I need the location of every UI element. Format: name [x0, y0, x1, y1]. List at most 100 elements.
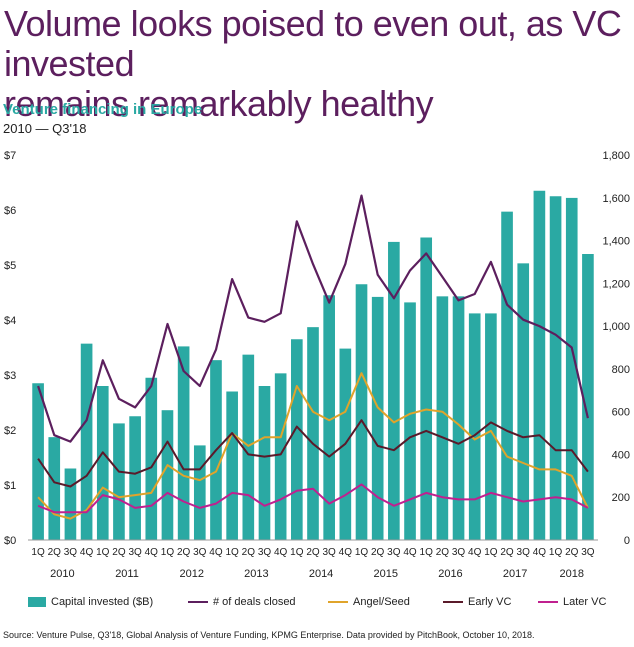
capital-bar	[436, 296, 449, 540]
legend-item-later: Later VC	[538, 596, 606, 608]
quarter-tick-label: 4Q	[533, 547, 547, 558]
capital-bar	[161, 410, 174, 540]
legend-swatch-angel	[328, 601, 348, 603]
quarter-tick-label: 3Q	[322, 547, 336, 558]
quarter-tick-label: 3Q	[258, 547, 272, 558]
quarter-tick-label: 4Q	[80, 547, 94, 558]
quarter-tick-label: 1Q	[420, 547, 434, 558]
legend-swatch-capital	[28, 597, 46, 607]
year-tick-label: 2017	[503, 568, 527, 580]
left-axis-tick-label: $0	[4, 535, 16, 547]
legend: Capital invested ($B) # of deals closed …	[28, 596, 628, 614]
axes-layer: $0 $1 $2 $3 $4 $5 $6 $7 0 200 400 600 800 1,000 1,200 1…	[4, 150, 630, 580]
lines-layer	[37, 194, 589, 520]
right-axis-tick-label: 1,200	[602, 278, 630, 290]
quarter-tick-label: 2Q	[500, 547, 514, 558]
capital-bar	[355, 284, 368, 540]
capital-bar	[533, 190, 546, 540]
legend-item-early: Early VC	[443, 596, 511, 608]
left-axis-tick-label: $6	[4, 205, 16, 217]
legend-label-deals: # of deals closed	[213, 596, 296, 608]
legend-label-later: Later VC	[563, 596, 607, 608]
left-axis-tick-label: $7	[4, 150, 16, 162]
quarter-tick-label: 2Q	[242, 547, 256, 558]
right-axis-tick-label: 1,400	[602, 236, 630, 248]
capital-bar	[549, 196, 562, 540]
year-tick-label: 2013	[244, 568, 268, 580]
bars-layer	[32, 190, 594, 540]
later-vc-line	[37, 483, 589, 514]
left-axis-tick-label: $5	[4, 260, 16, 272]
quarter-tick-label: 1Q	[31, 547, 45, 558]
capital-bar	[307, 327, 319, 540]
quarter-tick-label: 2Q	[436, 547, 450, 558]
capital-bar	[501, 211, 513, 540]
year-tick-label: 2012	[179, 568, 203, 580]
quarter-tick-label: 3Q	[517, 547, 531, 558]
quarter-tick-label: 3Q	[128, 547, 142, 558]
early-vc-line	[37, 419, 589, 488]
legend-label-early: Early VC	[468, 596, 512, 608]
quarter-tick-label: 4Q	[339, 547, 353, 558]
capital-bar	[145, 377, 158, 540]
capital-bar	[64, 468, 77, 540]
quarter-tick-label: 2Q	[112, 547, 126, 558]
capital-bar	[48, 437, 61, 540]
capital-bar	[291, 339, 303, 540]
capital-bar	[565, 197, 578, 540]
year-tick-label: 2018	[560, 568, 584, 580]
right-axis-tick-label: 200	[612, 492, 630, 504]
headline-line-2: remains remarkably healthy	[4, 83, 434, 124]
capital-bar	[113, 423, 125, 540]
quarter-tick-label: 1Q	[161, 547, 175, 558]
quarter-tick-label: 1Q	[96, 547, 110, 558]
headline-line-1: Volume looks poised to even out, as VC i…	[4, 3, 622, 84]
quarter-tick-label: 1Q	[549, 547, 563, 558]
quarter-tick-label: 1Q	[355, 547, 369, 558]
chart-period: 2010 — Q3'18	[3, 121, 87, 136]
capital-bar	[193, 445, 206, 540]
legend-item-angel: Angel/Seed	[328, 596, 410, 608]
capital-bar	[452, 296, 465, 540]
capital-bar	[32, 383, 44, 540]
quarter-tick-label: 4Q	[145, 547, 159, 558]
left-axis-tick-label: $1	[4, 480, 16, 492]
capital-bar	[96, 386, 109, 540]
capital-bar	[242, 354, 255, 540]
legend-swatch-later	[538, 601, 558, 603]
source-note: Source: Venture Pulse, Q3'18, Global Ana…	[3, 630, 535, 640]
legend-item-capital: Capital invested ($B)	[28, 596, 153, 608]
chart-area: $0 $1 $2 $3 $4 $5 $6 $7 0 200 400 600 800 1,000 1,200 1…	[4, 150, 630, 580]
chart-subtitle: Venture financing in Europe	[3, 101, 203, 118]
quarter-tick-label: 3Q	[193, 547, 207, 558]
left-axis-tick-label: $2	[4, 425, 16, 437]
quarter-tick-label: 4Q	[209, 547, 223, 558]
legend-swatch-early	[443, 601, 463, 603]
quarter-tick-label: 3Q	[64, 547, 78, 558]
quarter-tick-label: 2Q	[306, 547, 320, 558]
year-tick-label: 2016	[438, 568, 462, 580]
capital-bar	[468, 313, 481, 540]
year-tick-label: 2014	[309, 568, 333, 580]
legend-swatch-deals	[188, 601, 208, 603]
capital-bar	[582, 254, 594, 540]
quarter-tick-label: 2Q	[565, 547, 579, 558]
capital-bar	[404, 302, 416, 540]
right-axis-tick-label: 1,600	[602, 193, 630, 205]
quarter-tick-label: 1Q	[290, 547, 304, 558]
capital-bar	[258, 386, 271, 540]
left-axis-tick-label: $3	[4, 370, 16, 382]
capital-bar	[274, 373, 287, 540]
quarter-tick-label: 2Q	[177, 547, 191, 558]
quarter-tick-label: 4Q	[274, 547, 288, 558]
legend-item-deals: # of deals closed	[188, 596, 296, 608]
right-axis-tick-label: 1,800	[602, 150, 630, 162]
headline: Volume looks poised to even out, as VC i…	[4, 4, 630, 124]
quarter-tick-label: 2Q	[48, 547, 62, 558]
capital-bar	[177, 346, 190, 540]
capital-bar	[323, 295, 335, 540]
year-tick-label: 2010	[50, 568, 74, 580]
capital-bar	[226, 391, 238, 540]
right-axis-tick-label: 800	[612, 364, 630, 376]
quarter-tick-label: 1Q	[484, 547, 498, 558]
